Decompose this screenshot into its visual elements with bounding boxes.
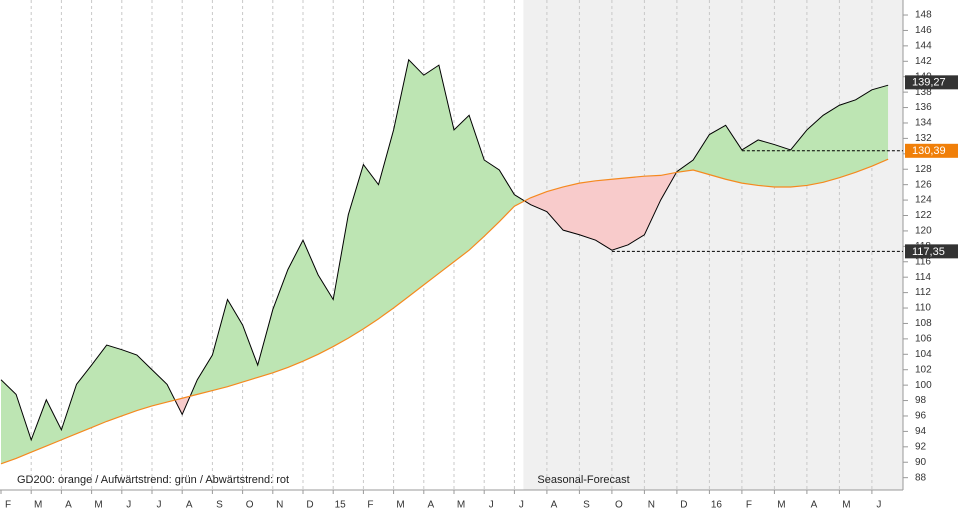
x-tick-label: 16 [711,500,723,511]
y-tick-label: 94 [915,426,927,437]
y-tick-label: 146 [915,25,932,36]
x-tick-label: J [157,500,162,511]
y-tick-label: 106 [915,334,932,345]
y-tick-label: 120 [915,226,932,237]
y-tick-label: 124 [915,195,932,206]
x-tick-label: J [876,500,881,511]
trend-note: GD200: orange / Aufwärtstrend: grün / Ab… [17,474,289,486]
price-line [514,84,889,251]
price-label-box [905,75,958,90]
y-tick-label: 92 [915,441,927,452]
x-tick-label: M [34,500,42,511]
x-tick-label: J [519,500,524,511]
y-tick-label: 108 [915,318,932,329]
x-tick-label: S [583,500,590,511]
gd200-line [0,158,889,465]
y-tick-label: 142 [915,56,932,67]
x-tick-label: M [777,500,785,511]
price-label: 139,27 [912,77,946,89]
bottom-axis-bg [0,490,962,513]
x-tick-label: A [811,500,818,511]
x-tick-label: N [648,500,655,511]
price-label-box [905,143,958,158]
y-tick-label: 144 [915,41,932,52]
x-tick-label: D [306,500,313,511]
x-tick-label: F [367,500,373,511]
y-tick-label: 128 [915,164,932,175]
y-tick-label: 96 [915,411,927,422]
x-tick-label: M [457,500,465,511]
x-tick-label: J [126,500,131,511]
x-tick-label: A [551,500,558,511]
x-tick-label: F [5,500,11,511]
y-tick-label: 100 [915,380,932,391]
y-tick-label: 104 [915,349,932,360]
y-tick-label: 90 [915,457,927,468]
y-tick-label: 148 [915,10,932,21]
price-line [0,58,515,442]
y-tick-label: 116 [915,256,931,267]
x-tick-label: D [680,500,687,511]
x-tick-label: O [615,500,623,511]
uptrend-fill [1,59,515,464]
x-tick-label: M [94,500,102,511]
x-tick-label: A [186,500,193,511]
price-label-box [905,244,958,259]
x-tick-label: N [276,500,283,511]
x-tick-label: M [396,500,404,511]
y-tick-label: 88 [915,472,927,483]
y-tick-label: 132 [915,133,932,144]
x-tick-label: A [427,500,434,511]
y-tick-label: 134 [915,118,932,129]
x-tick-label: A [65,500,72,511]
x-tick-label: J [489,500,494,511]
x-tick-label: F [746,500,752,511]
y-tick-label: 136 [915,102,932,113]
price-label: 130,39 [912,145,946,157]
x-tick-label: M [842,500,850,511]
y-tick-label: 110 [915,303,931,314]
x-tick-label: S [216,500,223,511]
x-tick-label: O [246,500,254,511]
x-tick-label: 15 [335,500,347,511]
y-tick-label: 122 [915,210,932,221]
y-tick-label: 138 [915,87,932,98]
forecast-label: Seasonal-Forecast [537,474,629,486]
forecast-region [523,0,903,490]
price-label: 117,35 [912,246,945,258]
y-tick-label: 114 [915,272,931,283]
y-tick-label: 98 [915,395,927,406]
y-tick-label: 126 [915,179,932,190]
y-tick-label: 112 [915,287,931,298]
y-tick-label: 102 [915,364,932,375]
